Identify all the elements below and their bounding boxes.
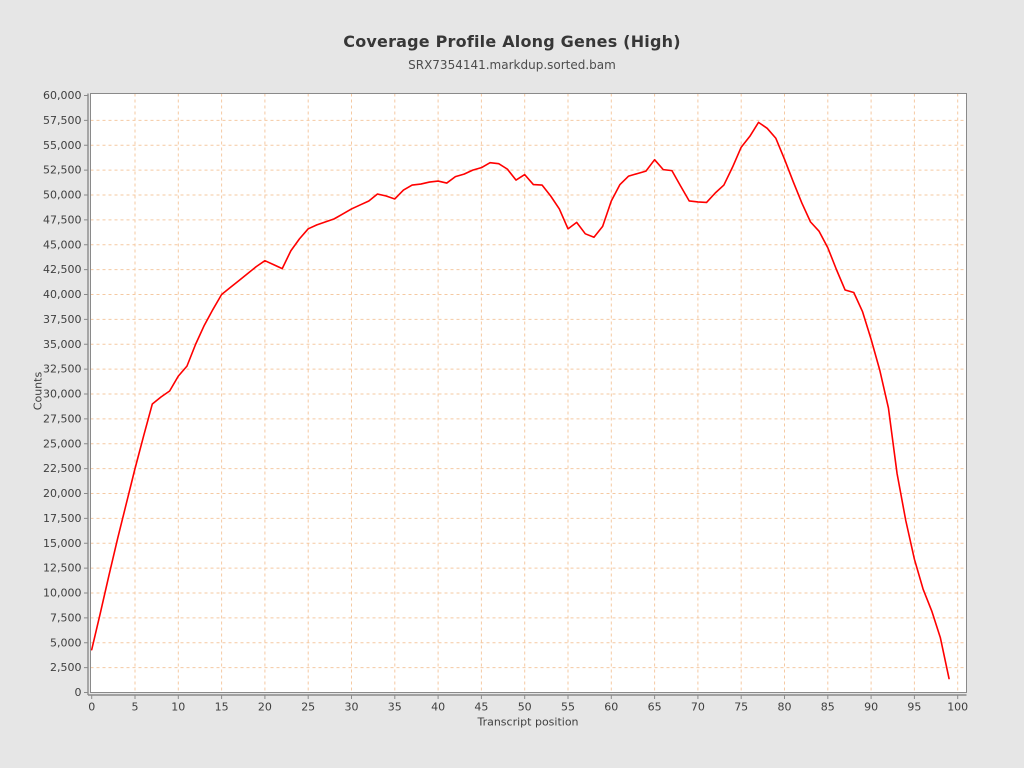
y-tick-label: 60,000: [43, 89, 82, 102]
y-tick-label: 25,000: [43, 437, 82, 450]
x-tick-label: 85: [821, 701, 835, 714]
grid-lines: [90, 93, 967, 693]
y-tick-label: 7,500: [50, 611, 82, 624]
x-tick-label: 80: [778, 701, 792, 714]
y-tick-label: 17,500: [43, 512, 82, 525]
y-tick-labels: 0 2,500 5,000 7,500 10,000 12,500 15,000 17,500…: [43, 89, 82, 699]
plot-border: [90, 93, 967, 693]
chart-title: Coverage Profile Along Genes (High): [343, 32, 681, 51]
x-tick-label: 10: [171, 701, 185, 714]
y-tick-label: 37,500: [43, 313, 82, 326]
x-tick-label: 5: [132, 701, 139, 714]
y-axis-ticks: [84, 95, 88, 693]
y-tick-label: 20,000: [43, 487, 82, 500]
y-tick-label: 27,500: [43, 412, 82, 425]
y-tick-label: 52,500: [43, 164, 82, 177]
y-tick-label: 32,500: [43, 363, 82, 376]
y-tick-label: 42,500: [43, 263, 82, 276]
x-tick-label: 15: [215, 701, 229, 714]
y-tick-label: 22,500: [43, 462, 82, 475]
x-tick-label: 95: [907, 701, 921, 714]
y-tick-label: 47,500: [43, 213, 82, 226]
x-tick-label: 25: [301, 701, 315, 714]
x-tick-label: 40: [431, 701, 445, 714]
x-tick-label: 0: [88, 701, 95, 714]
y-tick-label: 10,000: [43, 587, 82, 600]
y-tick-label: 55,000: [43, 139, 82, 152]
x-tick-label: 35: [388, 701, 402, 714]
y-tick-label: 45,000: [43, 238, 82, 251]
x-tick-label: 75: [734, 701, 748, 714]
y-tick-label: 5,000: [50, 636, 82, 649]
x-tick-label: 65: [648, 701, 662, 714]
x-tick-label: 100: [947, 701, 968, 714]
y-tick-label: 0: [75, 686, 82, 699]
y-tick-label: 35,000: [43, 338, 82, 351]
y-tick-label: 57,500: [43, 114, 82, 127]
x-tick-label: 70: [691, 701, 705, 714]
y-tick-label: 30,000: [43, 388, 82, 401]
y-tick-label: 50,000: [43, 189, 82, 202]
y-axis-label: Counts: [31, 371, 45, 411]
x-tick-label: 60: [604, 701, 618, 714]
x-tick-label: 30: [345, 701, 359, 714]
x-tick-label: 50: [518, 701, 532, 714]
x-tick-label: 55: [561, 701, 575, 714]
y-tick-label: 12,500: [43, 562, 82, 575]
x-axis-label: Transcript position: [477, 715, 579, 729]
y-tick-label: 15,000: [43, 537, 82, 550]
x-tick-label: 45: [474, 701, 488, 714]
x-tick-label: 20: [258, 701, 272, 714]
plot-background: [90, 93, 967, 693]
x-tick-labels: 0 5 10 15 20 25 30 35 40 45 50 55 60 65 70 75 80 85 90 95 10…: [88, 701, 968, 714]
y-tick-label: 40,000: [43, 288, 82, 301]
x-tick-label: 90: [864, 701, 878, 714]
y-tick-label: 2,500: [50, 661, 82, 674]
series-line-0: [90, 121, 950, 680]
chart-subtitle: SRX7354141.markdup.sorted.bam: [408, 58, 616, 72]
x-axis-ticks: [91, 695, 959, 699]
